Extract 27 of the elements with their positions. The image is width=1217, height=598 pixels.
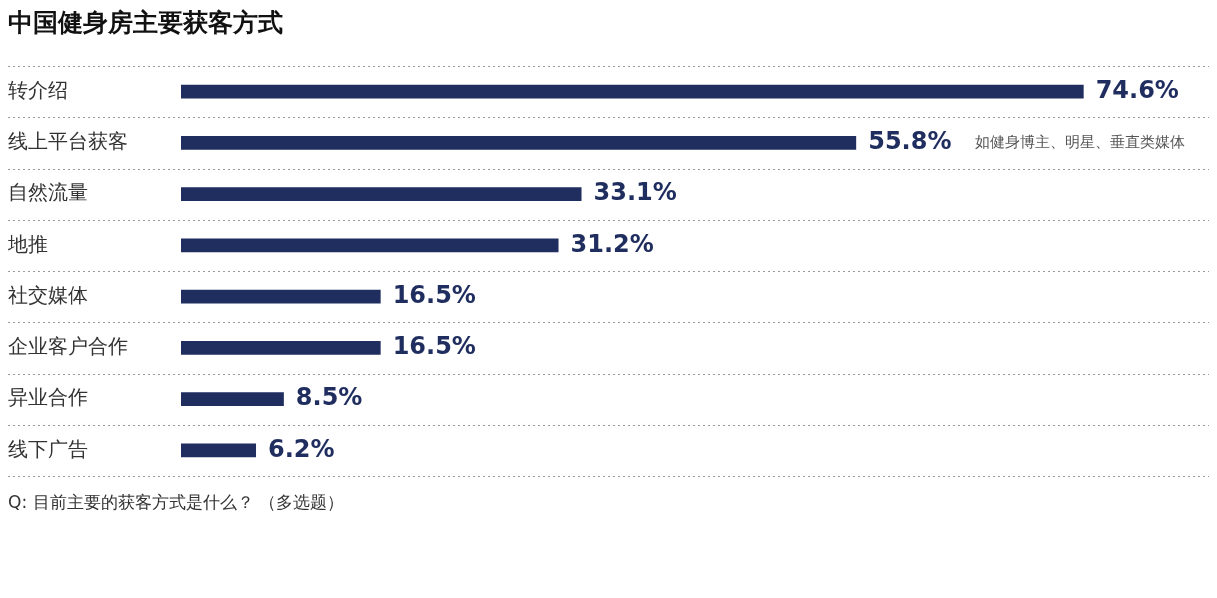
y-tick-label: 地推 <box>7 231 48 256</box>
y-tick-label: 转介绍 <box>8 77 68 102</box>
bar <box>181 392 284 407</box>
annotation: 如健身博主、明星、垂直类媒体 <box>975 132 1186 151</box>
data-label: 74.6% <box>1095 75 1179 104</box>
data-label: 55.8% <box>868 127 952 156</box>
y-tick-label: 异业合作 <box>8 385 88 410</box>
data-label: 8.5% <box>295 383 363 412</box>
bar <box>181 340 381 355</box>
chart-title: 中国健身房主要获客方式 <box>8 8 284 38</box>
data-label: 16.5% <box>392 280 476 309</box>
bar <box>181 187 582 202</box>
bar <box>181 135 857 150</box>
bar <box>181 238 559 253</box>
bar <box>181 84 1084 99</box>
text: Q: 目前主要的获客方式是什么？ （多选题） <box>8 491 345 514</box>
data-label: 33.1% <box>593 178 677 207</box>
bar <box>181 289 381 304</box>
data-label: 16.5% <box>392 332 476 361</box>
data-label: 31.2% <box>570 229 654 258</box>
y-tick-label: 自然流量 <box>8 180 88 205</box>
data-label: 6.2% <box>268 434 335 463</box>
bar <box>181 443 257 458</box>
y-tick-label: 线上平台获客 <box>8 129 128 154</box>
y-tick-label: 企业客户合作 <box>8 334 128 359</box>
y-tick-label: 社交媒体 <box>8 282 88 307</box>
y-tick-label: 线下广告 <box>8 436 88 461</box>
